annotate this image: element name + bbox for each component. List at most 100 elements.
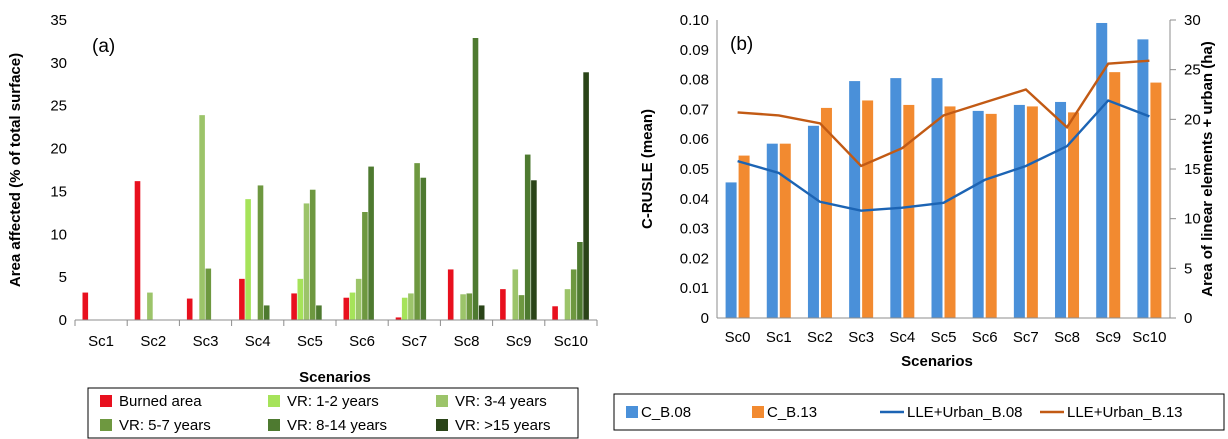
chart-a-bar <box>257 185 264 320</box>
chart-a-x-tick-label: Sc7 <box>401 333 427 350</box>
chart-b-legend-swatch <box>752 406 764 418</box>
chart-b-bar <box>972 110 984 318</box>
chart-a-bar <box>245 199 251 320</box>
chart-a-x-tick-label: Sc3 <box>193 333 219 350</box>
chart-a-y-tick-label: 15 <box>50 183 67 200</box>
chart-a-bar <box>316 305 322 320</box>
chart-b-legend-label: C_B.13 <box>767 404 817 421</box>
chart-b-x-axis-title: Scenarios <box>901 353 973 370</box>
chart-a-bar <box>82 292 89 320</box>
chart-a-y-tick-label: 30 <box>50 55 67 72</box>
chart-b-x-tick-label: Sc10 <box>1132 329 1166 346</box>
panel-b-label: (b) <box>730 34 753 55</box>
chart-b: (b) C-RUSLE (mean) Area of linear elemen… <box>613 12 1225 431</box>
chart-b-bar <box>1109 72 1121 319</box>
chart-a-x-tick-label: Sc2 <box>140 333 166 350</box>
chart-b-bar <box>1013 104 1025 319</box>
chart-b-y-tick-label: 0.01 <box>680 280 709 297</box>
chart-b-y-tick-label: 0.03 <box>680 221 709 238</box>
chart-b-bar <box>890 78 902 318</box>
chart-b-lines <box>737 59 1150 212</box>
chart-a-bar <box>420 177 427 320</box>
chart-a-bar <box>205 268 212 320</box>
chart-a-bar <box>583 72 589 321</box>
chart-a-bar <box>564 289 571 320</box>
chart-a-bar <box>349 292 356 320</box>
chart-a-bar <box>472 38 479 320</box>
chart-b-y-tick-label: 0.10 <box>680 12 709 29</box>
chart-b-bar <box>1068 112 1080 318</box>
chart-a-bar <box>186 298 193 320</box>
chart-a-legend-label: VR: 8-14 years <box>287 417 387 434</box>
chart-b-x-tick-label: Sc0 <box>725 329 751 346</box>
chart-b-x-tick-label: Sc9 <box>1095 329 1121 346</box>
chart-b-legend-label: LLE+Urban_B.13 <box>1067 404 1183 421</box>
chart-b-x-tick-label: Sc7 <box>1013 329 1039 346</box>
chart-a-y-tick-label: 5 <box>59 269 67 286</box>
chart-b-x-tick-label: Sc1 <box>766 329 792 346</box>
chart-a-bar <box>199 115 205 321</box>
chart-b-bar <box>1137 39 1149 319</box>
chart-b-y-tick-label: 0.05 <box>680 161 709 178</box>
chart-a-bar <box>343 297 350 320</box>
chart-a-bar <box>291 293 297 320</box>
chart-a-legend-label: VR: >15 years <box>455 417 550 434</box>
chart-a-bar <box>408 293 414 320</box>
chart-a-legend-swatch <box>268 395 280 407</box>
chart-a-x-tick-label: Sc5 <box>297 333 323 350</box>
chart-b-bar <box>766 143 778 318</box>
chart-a-legend-swatch <box>100 395 112 407</box>
chart-b-y-tick-label: 0.02 <box>680 250 709 267</box>
chart-a: (a) Area affected (% of total surface) S… <box>7 12 598 439</box>
chart-a-bar <box>524 154 531 320</box>
chart-a-y-tick-label: 10 <box>50 226 67 243</box>
chart-a-legend-label: VR: 1-2 years <box>287 393 379 410</box>
chart-a-legend-swatch <box>268 419 280 431</box>
chart-a-bar <box>147 292 153 320</box>
chart-a-x-tick-label: Sc4 <box>245 333 271 350</box>
panel-a-label: (a) <box>92 36 115 57</box>
chart-a-bar <box>362 212 368 320</box>
chart-a-bar <box>134 181 141 320</box>
chart-a-x-tick-label: Sc10 <box>554 333 588 350</box>
chart-a-y-tick-label: 35 <box>50 12 67 29</box>
chart-b-bar <box>931 78 943 318</box>
chart-a-bar <box>531 180 537 320</box>
chart-b-y2-tick-label: 0 <box>1184 310 1192 327</box>
chart-b-y2-tick-label: 15 <box>1184 161 1201 178</box>
chart-a-legend-label: Burned area <box>119 393 202 410</box>
chart-b-bar <box>1096 22 1108 318</box>
chart-a-y-tick-label: 20 <box>50 141 67 158</box>
chart-b-x-tick-label: Sc8 <box>1054 329 1080 346</box>
chart-a-x-tick-label: Sc1 <box>88 333 114 350</box>
chart-a-bar <box>552 306 558 320</box>
chart-b-bars <box>725 22 1162 319</box>
chart-a-legend-swatch <box>436 419 448 431</box>
chart-a-bar <box>518 295 525 320</box>
chart-b-bar <box>725 182 737 318</box>
chart-b-y-tick-label: 0.08 <box>680 72 709 89</box>
chart-b-bar <box>1055 101 1067 318</box>
chart-b-y2-tick-label: 20 <box>1184 111 1201 128</box>
chart-b-x-tick-label: Sc5 <box>931 329 957 346</box>
chart-a-bar <box>401 297 408 320</box>
chart-a-legend: Burned area VR: 1-2 years VR: 3-4 years VR:… <box>100 393 550 434</box>
chart-a-bar <box>303 203 310 320</box>
chart-b-bar <box>903 104 915 319</box>
chart-b-y2-ticks: 0 5 10 15 20 25 30 <box>1170 12 1201 327</box>
chart-a-bar <box>512 269 519 320</box>
chart-a-legend-swatch <box>100 419 112 431</box>
chart-b-bar <box>1150 82 1162 318</box>
chart-a-x-axis-title: Scenarios <box>299 369 371 386</box>
chart-b-x-tick-label: Sc3 <box>848 329 874 346</box>
chart-b-bar <box>1026 106 1038 318</box>
chart-b-bar <box>738 155 750 318</box>
chart-a-bar <box>263 305 270 320</box>
chart-b-y2-tick-label: 5 <box>1184 260 1192 277</box>
chart-a-y-axis-title: Area affected (% of total surface) <box>7 53 24 287</box>
chart-a-x-tick-label: Sc9 <box>506 333 532 350</box>
chart-a-bar <box>577 242 583 320</box>
chart-a-legend-label: VR: 3-4 years <box>455 393 547 410</box>
chart-b-y-tick-label: 0.07 <box>680 101 709 118</box>
